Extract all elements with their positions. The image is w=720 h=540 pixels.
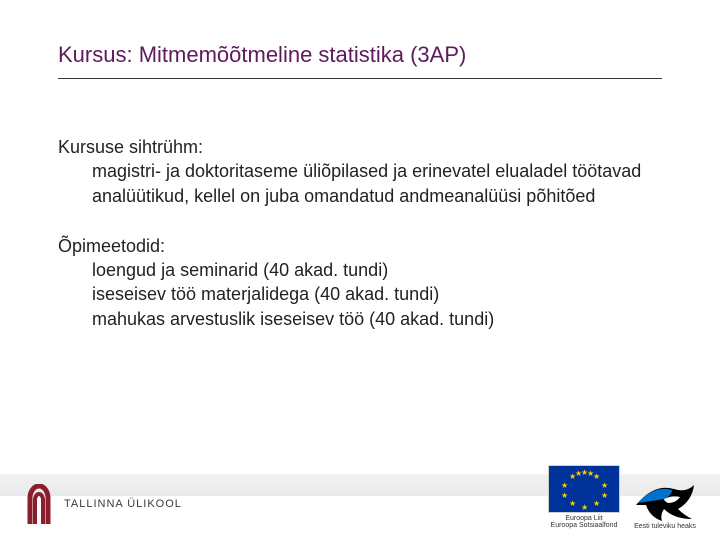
section-head-1: Kursuse sihtrühm: (58, 135, 662, 159)
footer-badges: ★ ★ ★ ★ ★ ★ ★ ★ ★ ★ ★ ★ Euroopa Liit Eur… (548, 465, 696, 530)
logo-tallinn-university: TALLINNA ÜLIKOOL (24, 484, 182, 524)
section-body-2: loengud ja seminarid (40 akad. tundi) is… (58, 258, 662, 331)
section-methods: Õpimeetodid: loengud ja seminarid (40 ak… (58, 234, 662, 331)
slide-title: Kursus: Mitmemõõtmeline statistika (3AP) (58, 42, 662, 79)
tlu-wordmark: TALLINNA ÜLIKOOL (64, 498, 182, 510)
section-body-1: magistri- ja doktoritaseme üliõpilased j… (58, 159, 662, 208)
estonia-swallow-icon (634, 475, 696, 521)
estonia-caption: Eesti tuleviku heaks (634, 523, 696, 530)
section-target-group: Kursuse sihtrühm: magistri- ja doktorita… (58, 135, 662, 208)
methods-line-2: iseseisev töö materjalidega (40 akad. tu… (92, 282, 662, 306)
section-head-2: Õpimeetodid: (58, 234, 662, 258)
methods-line-3: mahukas arvestuslik iseseisev töö (40 ak… (92, 307, 662, 331)
slide-body: Kursuse sihtrühm: magistri- ja doktorita… (58, 135, 662, 331)
estonia-future-badge: Eesti tuleviku heaks (634, 475, 696, 530)
eu-social-fund-badge: ★ ★ ★ ★ ★ ★ ★ ★ ★ ★ ★ ★ Euroopa Liit Eur… (548, 465, 620, 530)
eu-flag-icon: ★ ★ ★ ★ ★ ★ ★ ★ ★ ★ ★ ★ (548, 465, 620, 513)
eu-caption-line2: Euroopa Sotsiaalfond (551, 522, 618, 530)
eu-caption-line1: Euroopa Liit (551, 515, 618, 523)
eu-caption: Euroopa Liit Euroopa Sotsiaalfond (551, 515, 618, 530)
methods-line-1: loengud ja seminarid (40 akad. tundi) (92, 258, 662, 282)
slide-footer: TALLINNA ÜLIKOOL ★ ★ ★ ★ ★ ★ ★ ★ ★ ★ ★ ★ (0, 454, 720, 540)
slide-container: Kursus: Mitmemõõtmeline statistika (3AP)… (0, 0, 720, 540)
tlu-arch-icon (24, 484, 54, 524)
